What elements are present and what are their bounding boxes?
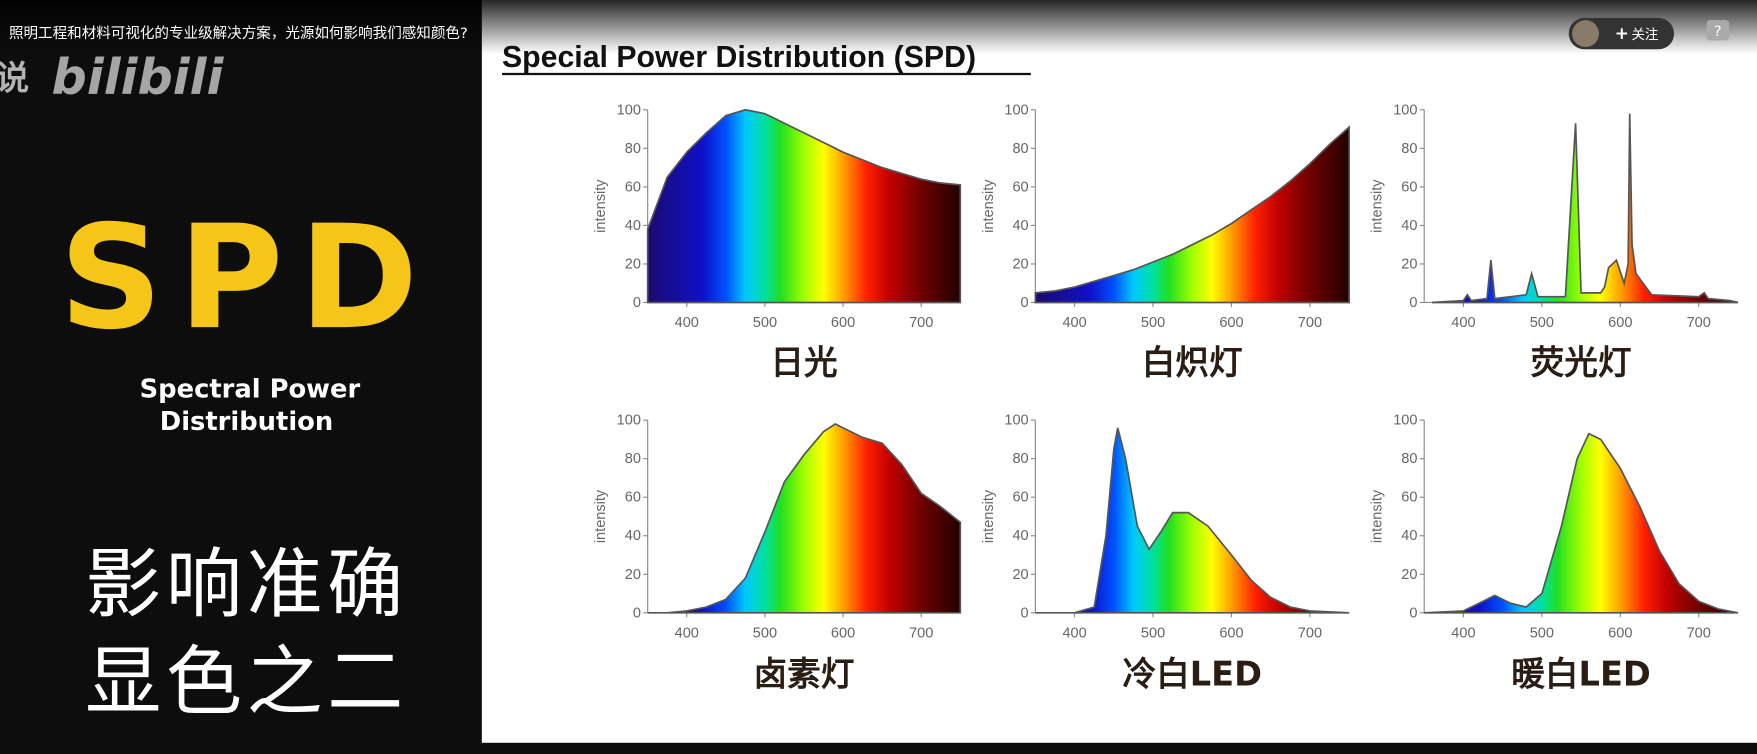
y-tick-label: 60 [1012,179,1028,195]
x-tick-label: 500 [1530,315,1554,331]
chart-title: 暖白LED [1511,655,1651,694]
y-tick-label: 100 [1004,102,1028,118]
y-tick-label: 40 [1401,528,1417,544]
y-tick-label: 40 [625,528,641,544]
y-tick-label: 80 [1401,141,1417,157]
x-tick-label: 700 [1298,315,1322,331]
x-tick-label: 600 [1219,625,1243,641]
y-tick-label: 0 [633,295,641,311]
y-tick-label: 60 [1012,490,1028,506]
subtitle: Distribution [160,407,333,437]
chart-title: 冷白LED [1122,655,1262,694]
help-label[interactable]: ? [1714,23,1722,40]
y-axis-label: intensity [981,489,997,543]
x-tick-label: 400 [1451,625,1475,641]
y-tick-label: 80 [1012,451,1028,467]
y-tick-label: 20 [1012,256,1028,272]
x-tick-label: 500 [1141,625,1165,641]
x-tick-label: 600 [1608,315,1632,331]
spectrum-area [1035,427,1350,614]
logo: bilibili [52,48,225,106]
y-tick-label: 20 [1012,567,1028,583]
y-tick-label: 100 [1393,102,1417,118]
spectrum-area [1034,125,1350,304]
x-tick-label: 400 [1062,315,1086,331]
x-tick-label: 400 [1451,315,1475,331]
y-tick-label: 0 [1021,295,1029,311]
y-axis-label: intensity [593,179,609,233]
y-tick-label: 100 [1393,413,1417,429]
spectrum-area [646,108,962,304]
y-tick-label: 80 [1012,141,1028,157]
y-tick-label: 0 [1409,605,1417,621]
follow-button[interactable]: + 关注 [1568,17,1675,50]
chart-title: 卤素灯 [754,655,855,694]
spectrum-area [1424,432,1739,614]
y-tick-label: 0 [633,605,641,621]
caption: 影响准确 [85,540,408,629]
slide-panel [481,0,1757,743]
y-tick-label: 100 [1004,413,1028,429]
x-tick-label: 400 [675,315,699,331]
top-overlay [0,0,1757,54]
y-tick-label: 0 [1021,605,1029,621]
x-tick-label: 600 [1608,625,1632,641]
y-tick-label: 40 [625,218,641,234]
x-tick-label: 600 [831,315,855,331]
follow-label[interactable]: 关注 [1632,27,1659,43]
chart-title: 白炽灯 [1142,343,1243,382]
y-axis-label: intensity [1370,489,1386,543]
y-tick-label: 60 [1401,490,1417,506]
x-tick-label: 400 [675,625,699,641]
x-tick-label: 500 [1141,315,1165,331]
y-tick-label: 80 [1401,451,1417,467]
subtitle: Spectral Power [140,375,361,405]
y-tick-label: 20 [1401,567,1417,583]
x-tick-label: 700 [1298,625,1322,641]
x-tick-label: 600 [831,625,855,641]
x-tick-label: 700 [909,315,933,331]
y-tick-label: 100 [617,102,641,118]
chart-title: 日光 [770,343,837,382]
x-tick-label: 500 [1530,625,1554,641]
plus-icon[interactable]: + [1615,23,1629,43]
x-tick-label: 700 [909,625,933,641]
y-tick-label: 80 [625,141,641,157]
x-tick-label: 600 [1219,315,1243,331]
y-tick-label: 60 [625,490,641,506]
y-tick-label: 40 [1012,528,1028,544]
y-tick-label: 0 [1409,295,1417,311]
caption: 显色之二 [85,637,408,726]
x-tick-label: 500 [753,625,777,641]
y-tick-label: 80 [625,451,641,467]
y-tick-label: 60 [625,179,641,195]
y-tick-label: 20 [625,567,641,583]
x-tick-label: 700 [1687,315,1711,331]
x-tick-label: 400 [1062,625,1086,641]
y-axis-label: intensity [981,179,997,233]
avatar[interactable] [1572,20,1600,48]
y-tick-label: 40 [1401,218,1417,234]
slide-heading: Special Power Distribution (SPD) [502,41,976,74]
big-title: SPD [59,194,434,361]
spectrum-area [1431,113,1739,304]
x-tick-label: 500 [753,315,777,331]
y-tick-label: 60 [1401,179,1417,195]
watermark: 说 [0,59,29,98]
y-tick-label: 100 [617,413,641,429]
help-icon[interactable] [1706,20,1729,41]
spectrum-area [647,423,962,614]
y-tick-label: 20 [625,256,641,272]
y-tick-label: 40 [1012,218,1028,234]
video-title: 照明工程和材料可视化的专业级解决方案，光源如何影响我们感知颜色? [9,24,468,42]
y-tick-label: 20 [1401,256,1417,272]
y-axis-label: intensity [593,489,609,543]
chart-title: 荧光灯 [1531,343,1632,382]
x-tick-label: 700 [1687,625,1711,641]
y-axis-label: intensity [1370,179,1386,233]
